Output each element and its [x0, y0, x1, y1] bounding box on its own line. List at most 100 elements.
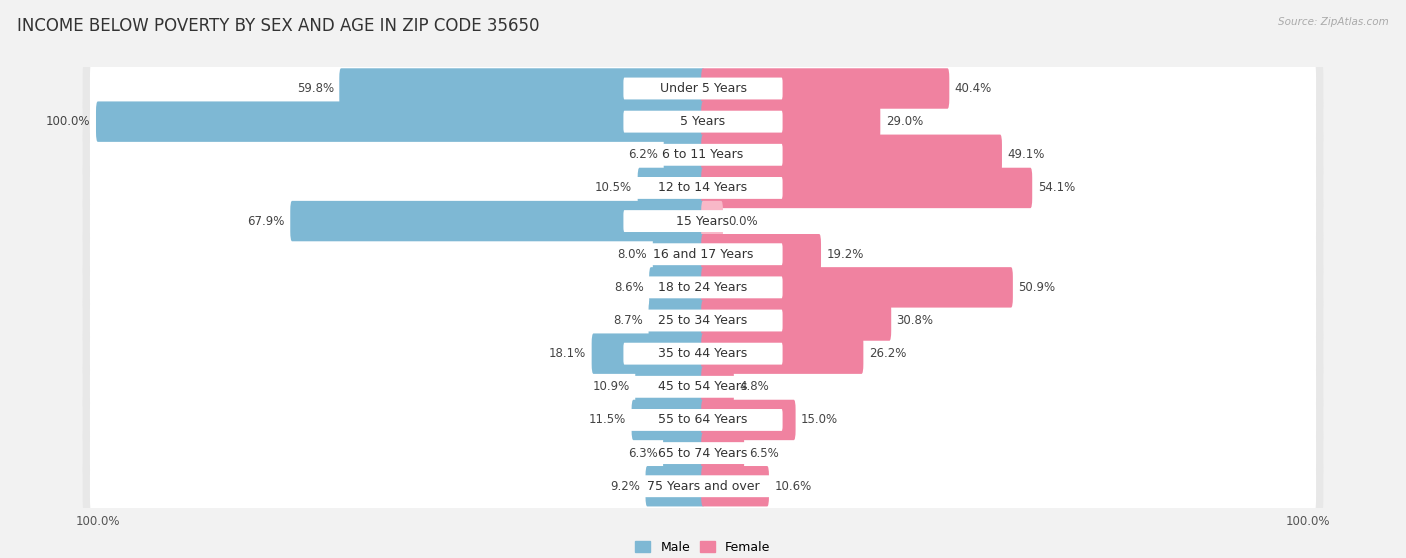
FancyBboxPatch shape — [702, 102, 880, 142]
Text: 6.2%: 6.2% — [628, 148, 658, 161]
Text: 16 and 17 Years: 16 and 17 Years — [652, 248, 754, 261]
FancyBboxPatch shape — [702, 267, 1012, 307]
FancyBboxPatch shape — [623, 475, 783, 497]
Text: 5 Years: 5 Years — [681, 115, 725, 128]
FancyBboxPatch shape — [702, 234, 821, 275]
FancyBboxPatch shape — [90, 416, 1316, 490]
FancyBboxPatch shape — [90, 383, 1316, 457]
Text: Under 5 Years: Under 5 Years — [659, 82, 747, 95]
Text: 75 Years and over: 75 Years and over — [647, 480, 759, 493]
FancyBboxPatch shape — [702, 134, 1002, 175]
Text: 10.6%: 10.6% — [775, 480, 811, 493]
Text: 15.0%: 15.0% — [801, 413, 838, 426]
FancyBboxPatch shape — [702, 367, 734, 407]
Text: INCOME BELOW POVERTY BY SEX AND AGE IN ZIP CODE 35650: INCOME BELOW POVERTY BY SEX AND AGE IN Z… — [17, 17, 540, 35]
FancyBboxPatch shape — [702, 68, 949, 109]
Text: 26.2%: 26.2% — [869, 347, 907, 360]
FancyBboxPatch shape — [83, 290, 1323, 351]
Text: 18.1%: 18.1% — [548, 347, 586, 360]
FancyBboxPatch shape — [83, 257, 1323, 318]
FancyBboxPatch shape — [90, 317, 1316, 391]
FancyBboxPatch shape — [83, 191, 1323, 252]
Text: 19.2%: 19.2% — [827, 248, 863, 261]
FancyBboxPatch shape — [90, 251, 1316, 324]
FancyBboxPatch shape — [290, 201, 704, 241]
Text: 100.0%: 100.0% — [46, 115, 90, 128]
FancyBboxPatch shape — [83, 456, 1323, 517]
Text: 40.4%: 40.4% — [955, 82, 993, 95]
Text: 30.8%: 30.8% — [897, 314, 934, 327]
FancyBboxPatch shape — [636, 367, 704, 407]
Text: 29.0%: 29.0% — [886, 115, 922, 128]
FancyBboxPatch shape — [83, 422, 1323, 484]
Text: 6.3%: 6.3% — [628, 446, 658, 460]
FancyBboxPatch shape — [638, 168, 704, 208]
FancyBboxPatch shape — [648, 300, 704, 341]
Legend: Male, Female: Male, Female — [630, 536, 776, 558]
FancyBboxPatch shape — [90, 52, 1316, 126]
FancyBboxPatch shape — [702, 400, 796, 440]
FancyBboxPatch shape — [623, 376, 783, 398]
FancyBboxPatch shape — [623, 210, 783, 232]
FancyBboxPatch shape — [83, 58, 1323, 119]
Text: Source: ZipAtlas.com: Source: ZipAtlas.com — [1278, 17, 1389, 27]
Text: 6.5%: 6.5% — [749, 446, 779, 460]
Text: 50.9%: 50.9% — [1018, 281, 1056, 294]
FancyBboxPatch shape — [90, 449, 1316, 523]
FancyBboxPatch shape — [90, 118, 1316, 191]
FancyBboxPatch shape — [83, 224, 1323, 285]
FancyBboxPatch shape — [702, 300, 891, 341]
FancyBboxPatch shape — [592, 334, 704, 374]
FancyBboxPatch shape — [90, 85, 1316, 158]
FancyBboxPatch shape — [90, 184, 1316, 258]
Text: 15 Years: 15 Years — [676, 215, 730, 228]
Text: 25 to 34 Years: 25 to 34 Years — [658, 314, 748, 327]
Text: 55 to 64 Years: 55 to 64 Years — [658, 413, 748, 426]
FancyBboxPatch shape — [650, 267, 704, 307]
FancyBboxPatch shape — [664, 433, 704, 473]
FancyBboxPatch shape — [623, 177, 783, 199]
Text: 65 to 74 Years: 65 to 74 Years — [658, 446, 748, 460]
FancyBboxPatch shape — [83, 157, 1323, 218]
Text: 0.0%: 0.0% — [728, 215, 758, 228]
Text: 35 to 44 Years: 35 to 44 Years — [658, 347, 748, 360]
FancyBboxPatch shape — [96, 102, 704, 142]
Text: 8.7%: 8.7% — [613, 314, 643, 327]
FancyBboxPatch shape — [702, 201, 723, 241]
FancyBboxPatch shape — [702, 334, 863, 374]
Text: 45 to 54 Years: 45 to 54 Years — [658, 381, 748, 393]
Text: 67.9%: 67.9% — [247, 215, 285, 228]
FancyBboxPatch shape — [623, 243, 783, 265]
FancyBboxPatch shape — [83, 124, 1323, 185]
Text: 11.5%: 11.5% — [589, 413, 626, 426]
FancyBboxPatch shape — [623, 310, 783, 331]
FancyBboxPatch shape — [702, 466, 769, 507]
Text: 59.8%: 59.8% — [297, 82, 333, 95]
FancyBboxPatch shape — [623, 276, 783, 299]
Text: 10.5%: 10.5% — [595, 181, 633, 194]
FancyBboxPatch shape — [623, 343, 783, 364]
FancyBboxPatch shape — [623, 144, 783, 166]
Text: 8.0%: 8.0% — [617, 248, 647, 261]
FancyBboxPatch shape — [83, 357, 1323, 417]
FancyBboxPatch shape — [83, 91, 1323, 152]
FancyBboxPatch shape — [652, 234, 704, 275]
FancyBboxPatch shape — [702, 433, 744, 473]
Text: 10.9%: 10.9% — [592, 381, 630, 393]
FancyBboxPatch shape — [83, 389, 1323, 450]
Text: 12 to 14 Years: 12 to 14 Years — [658, 181, 748, 194]
FancyBboxPatch shape — [623, 78, 783, 99]
FancyBboxPatch shape — [90, 283, 1316, 357]
FancyBboxPatch shape — [631, 400, 704, 440]
FancyBboxPatch shape — [623, 409, 783, 431]
Text: 49.1%: 49.1% — [1008, 148, 1045, 161]
FancyBboxPatch shape — [90, 151, 1316, 225]
FancyBboxPatch shape — [90, 350, 1316, 424]
FancyBboxPatch shape — [645, 466, 704, 507]
FancyBboxPatch shape — [664, 134, 704, 175]
FancyBboxPatch shape — [90, 218, 1316, 291]
Text: 6 to 11 Years: 6 to 11 Years — [662, 148, 744, 161]
Text: 18 to 24 Years: 18 to 24 Years — [658, 281, 748, 294]
FancyBboxPatch shape — [623, 442, 783, 464]
Text: 4.8%: 4.8% — [740, 381, 769, 393]
